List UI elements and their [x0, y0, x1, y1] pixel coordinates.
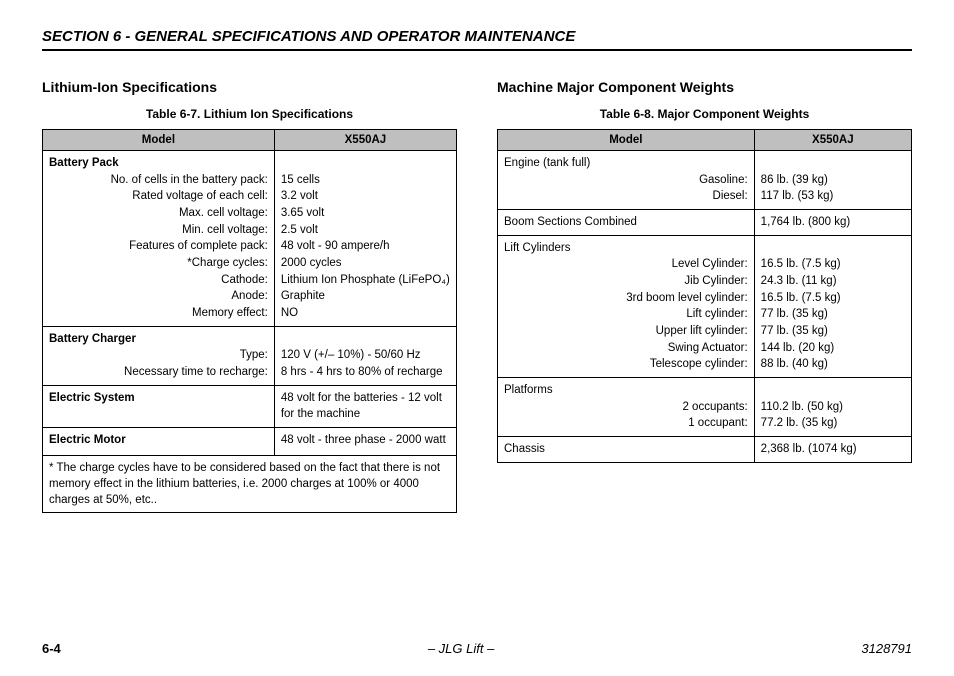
weights-table: Model X550AJ Engine (tank full)Gasoline:…	[497, 129, 912, 463]
left-column: Lithium-Ion Specifications Table 6-7. Li…	[42, 79, 457, 513]
table-row: Battery ChargerType:Necessary time to re…	[43, 326, 457, 385]
right-subheading: Machine Major Component Weights	[497, 79, 912, 95]
row-label: *Charge cycles:	[49, 255, 268, 272]
value-cell: 1,764 lb. (800 kg)	[754, 210, 911, 236]
row-value: 120 V (+/– 10%) - 50/60 Hz	[281, 347, 450, 364]
table-row: Electric System 48 volt for the batteries…	[43, 385, 457, 427]
row-value: 86 lb. (39 kg)	[761, 172, 905, 189]
row-value: 16.5 lb. (7.5 kg)	[761, 290, 905, 307]
left-subheading: Lithium-Ion Specifications	[42, 79, 457, 95]
footer-left: 6-4	[42, 641, 61, 656]
spacer	[281, 155, 450, 172]
row-label: Rated voltage of each cell:	[49, 188, 268, 205]
group-title: Lift Cylinders	[504, 240, 748, 257]
th-model-r: Model	[498, 130, 755, 151]
group-title: Battery Pack	[49, 155, 268, 172]
group-title: Engine (tank full)	[504, 155, 748, 172]
right-caption: Table 6-8. Major Component Weights	[497, 107, 912, 121]
spacer	[761, 382, 905, 399]
row-label: Lift cylinder:	[504, 306, 748, 323]
group-title: Chassis	[504, 441, 748, 458]
value-cell: 2,368 lb. (1074 kg)	[754, 437, 911, 463]
row-label: Swing Actuator:	[504, 340, 748, 357]
row-value: 2.5 volt	[281, 222, 450, 239]
row-label: Level Cylinder:	[504, 256, 748, 273]
group-title: Battery Charger	[49, 331, 268, 348]
row-value: 77 lb. (35 kg)	[761, 306, 905, 323]
row-label: Max. cell voltage:	[49, 205, 268, 222]
row-label: Upper lift cylinder:	[504, 323, 748, 340]
row-label: 3rd boom level cylinder:	[504, 290, 748, 307]
row-label: No. of cells in the battery pack:	[49, 172, 268, 189]
table-row: Battery PackNo. of cells in the battery …	[43, 151, 457, 327]
th-model: Model	[43, 130, 275, 151]
row-label: Type:	[49, 347, 268, 364]
row-value: 24.3 lb. (11 kg)	[761, 273, 905, 290]
row-label: Features of complete pack:	[49, 238, 268, 255]
row-value: 2000 cycles	[281, 255, 450, 272]
row-value: NO	[281, 305, 450, 322]
table-row: Electric Motor 48 volt - three phase - 20…	[43, 428, 457, 456]
th-value: X550AJ	[274, 130, 456, 151]
footer-right: 3128791	[861, 641, 912, 656]
row-label: Anode:	[49, 288, 268, 305]
group-title: Platforms	[504, 382, 748, 399]
page-footer: 6-4 – JLG Lift – 3128791	[42, 641, 912, 656]
row-label: 1 occupant:	[504, 415, 748, 432]
row-value: Lithium Ion Phosphate (LiFePO₄)	[281, 272, 450, 289]
spacer	[281, 331, 450, 348]
row-value: Graphite	[281, 288, 450, 305]
left-caption: Table 6-7. Lithium Ion Specifications	[42, 107, 457, 121]
row-label: Gasoline:	[504, 172, 748, 189]
footer-center: – JLG Lift –	[428, 641, 494, 656]
row-label: Memory effect:	[49, 305, 268, 322]
row-value: 48 volt - 90 ampere/h	[281, 238, 450, 255]
row-value: 15 cells	[281, 172, 450, 189]
row-value: 3.65 volt	[281, 205, 450, 222]
row-value: 3.2 volt	[281, 188, 450, 205]
row-value: 77.2 lb. (35 kg)	[761, 415, 905, 432]
th-value-r: X550AJ	[754, 130, 911, 151]
value-cell: 48 volt for the batteries - 12 volt for …	[274, 385, 456, 427]
row-label: 2 occupants:	[504, 399, 748, 416]
row-value: 16.5 lb. (7.5 kg)	[761, 256, 905, 273]
row-value: 117 lb. (53 kg)	[761, 188, 905, 205]
spacer	[761, 240, 905, 257]
content-columns: Lithium-Ion Specifications Table 6-7. Li…	[42, 79, 912, 513]
lithium-table: Model X550AJ Battery PackNo. of cells in…	[42, 129, 457, 513]
table-row: Chassis 2,368 lb. (1074 kg)	[498, 437, 912, 463]
row-label: Necessary time to recharge:	[49, 364, 268, 381]
row-value: 144 lb. (20 kg)	[761, 340, 905, 357]
group-title: Boom Sections Combined	[504, 214, 748, 231]
value-cell: 48 volt - three phase - 2000 watt	[274, 428, 456, 456]
row-value: 88 lb. (40 kg)	[761, 356, 905, 373]
group-title: Electric System	[49, 390, 268, 407]
footnote-cell: * The charge cycles have to be considere…	[43, 455, 457, 512]
section-header: SECTION 6 - GENERAL SPECIFICATIONS AND O…	[42, 28, 912, 51]
table-row: Lift CylindersLevel Cylinder:Jib Cylinde…	[498, 235, 912, 377]
row-label: Min. cell voltage:	[49, 222, 268, 239]
row-value: 110.2 lb. (50 kg)	[761, 399, 905, 416]
table-row: Platforms2 occupants:1 occupant: 110.2 l…	[498, 378, 912, 437]
group-title: Electric Motor	[49, 432, 268, 449]
spacer	[761, 155, 905, 172]
table-row: Boom Sections Combined 1,764 lb. (800 kg)	[498, 210, 912, 236]
row-label: Telescope cylinder:	[504, 356, 748, 373]
row-label: Diesel:	[504, 188, 748, 205]
row-label: Cathode:	[49, 272, 268, 289]
row-value: 77 lb. (35 kg)	[761, 323, 905, 340]
right-column: Machine Major Component Weights Table 6-…	[497, 79, 912, 513]
table-row: Engine (tank full)Gasoline:Diesel: 86 lb…	[498, 151, 912, 210]
row-label: Jib Cylinder:	[504, 273, 748, 290]
footnote-row: * The charge cycles have to be considere…	[43, 455, 457, 512]
row-value: 8 hrs - 4 hrs to 80% of recharge	[281, 364, 450, 381]
